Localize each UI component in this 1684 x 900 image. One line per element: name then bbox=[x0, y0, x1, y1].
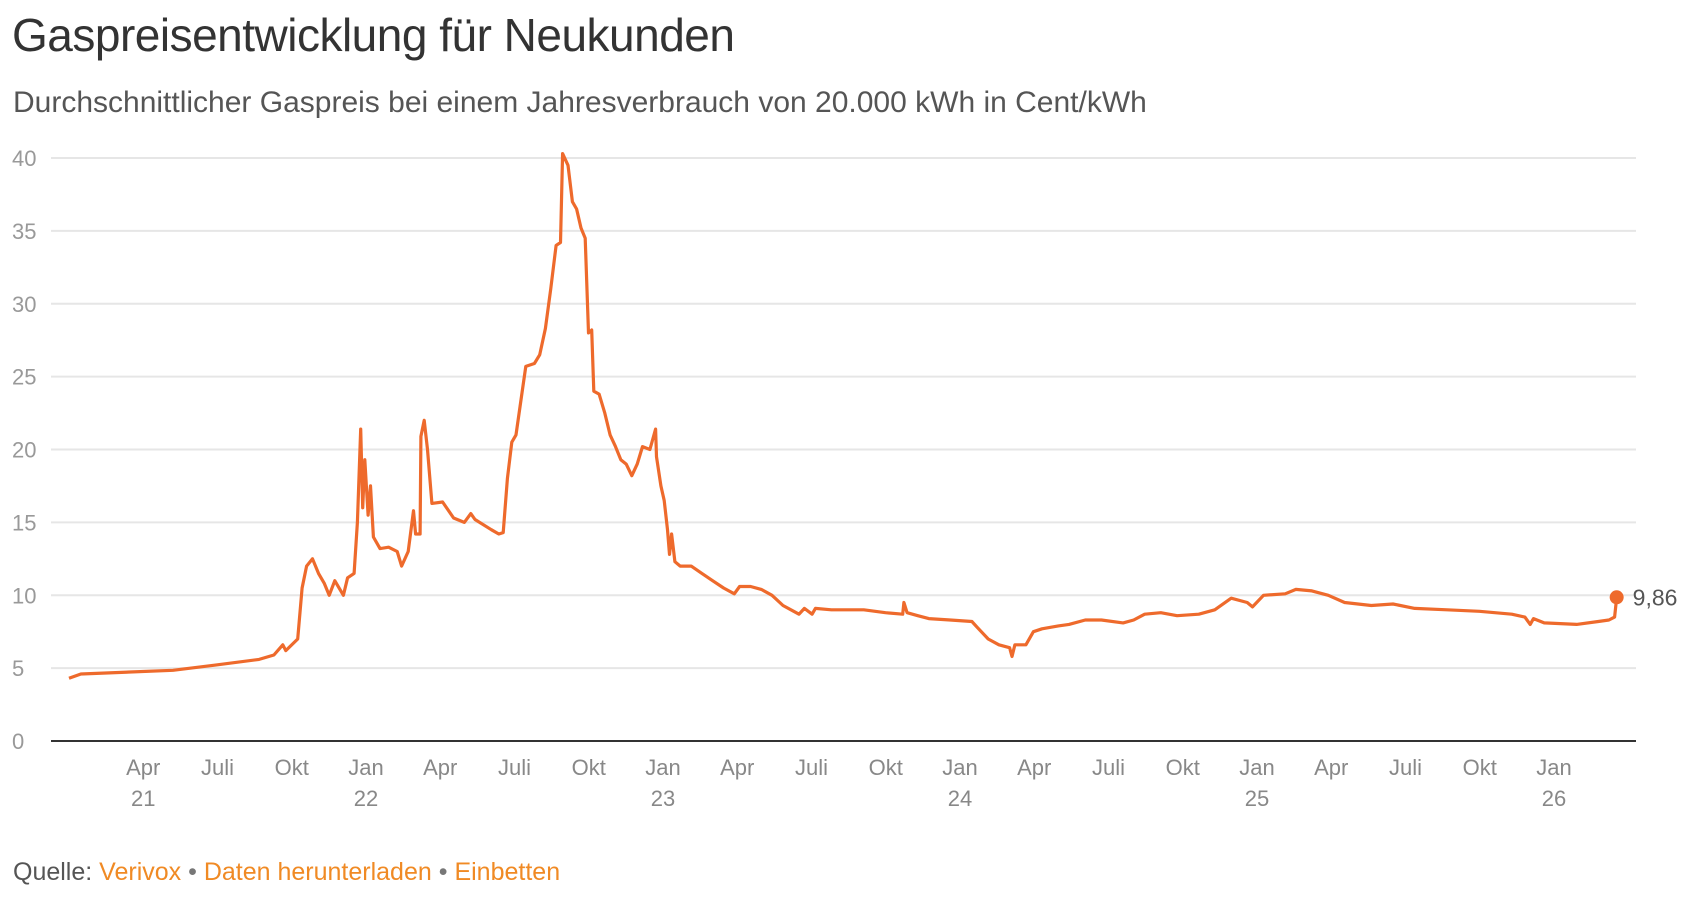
x-tick-label: Okt bbox=[275, 755, 309, 780]
x-tick-label: Jan bbox=[1239, 755, 1274, 780]
gridlines bbox=[51, 157, 1636, 670]
series-line-gaspreis bbox=[68, 152, 1619, 680]
y-axis-ticks: 0 5 10 15 20 25 30 35 40 bbox=[12, 146, 36, 754]
y-tick-label: 10 bbox=[12, 583, 36, 608]
x-tick-label: Juli bbox=[498, 755, 531, 780]
x-tick-label: Juli bbox=[795, 755, 828, 780]
source-label: Quelle: bbox=[13, 858, 93, 886]
x-tick-year-label: 25 bbox=[1245, 786, 1269, 811]
x-tick-label: Juli bbox=[201, 755, 234, 780]
x-tick-year-label: 23 bbox=[651, 786, 675, 811]
x-tick-label: Okt bbox=[869, 755, 903, 780]
x-tick-year-label: 21 bbox=[131, 786, 155, 811]
line-chart: 0 5 10 15 20 25 30 35 40 Apr 21 Juli Okt Jan 22 Apr Jul… bbox=[12, 146, 1678, 811]
x-tick-label: Juli bbox=[1092, 755, 1125, 780]
x-tick-label: Apr bbox=[1017, 755, 1051, 780]
x-tick-label: Jan bbox=[348, 755, 383, 780]
y-tick-label: 25 bbox=[12, 365, 36, 390]
x-tick-label: Apr bbox=[423, 755, 457, 780]
footer: Quelle: Verivox • Daten herunterladen • … bbox=[13, 858, 560, 887]
x-axis-ticks: Apr 21 Juli Okt Jan 22 Apr Juli Okt Jan 23 Apr Juli O… bbox=[126, 755, 1572, 811]
x-tick-label: Apr bbox=[126, 755, 160, 780]
y-tick-label: 35 bbox=[12, 219, 36, 244]
download-data-link[interactable]: Daten herunterladen bbox=[203, 858, 432, 886]
y-tick-label: 40 bbox=[12, 146, 36, 171]
chart-subtitle: Durchschnittlicher Gaspreis bei einem Ja… bbox=[13, 86, 1147, 119]
x-tick-label: Okt bbox=[572, 755, 606, 780]
separator: • bbox=[438, 858, 448, 886]
x-tick-label: Juli bbox=[1389, 755, 1422, 780]
x-tick-label: Jan bbox=[645, 755, 680, 780]
x-tick-year-label: 24 bbox=[948, 786, 972, 811]
x-tick-label: Jan bbox=[942, 755, 977, 780]
separator: • bbox=[188, 858, 197, 886]
embed-link[interactable]: Einbetten bbox=[454, 858, 561, 886]
x-tick-label: Okt bbox=[1166, 755, 1200, 780]
chart-title: Gaspreisentwicklung für Neukunden bbox=[12, 9, 735, 61]
x-tick-label: Apr bbox=[720, 755, 754, 780]
source-link-verivox[interactable]: Verivox bbox=[99, 858, 182, 886]
x-tick-label: Apr bbox=[1314, 755, 1348, 780]
y-tick-label: 15 bbox=[12, 510, 36, 535]
x-tick-year-label: 26 bbox=[1542, 786, 1566, 811]
y-tick-label: 20 bbox=[12, 438, 36, 463]
last-value-label: 9,86 bbox=[1633, 584, 1678, 610]
y-tick-label: 0 bbox=[12, 729, 24, 754]
last-value-marker bbox=[1609, 590, 1624, 605]
x-tick-year-label: 22 bbox=[354, 786, 378, 811]
y-tick-label: 5 bbox=[12, 656, 24, 681]
y-tick-label: 30 bbox=[12, 292, 36, 317]
x-tick-label: Okt bbox=[1463, 755, 1497, 780]
x-tick-label: Jan bbox=[1536, 755, 1571, 780]
